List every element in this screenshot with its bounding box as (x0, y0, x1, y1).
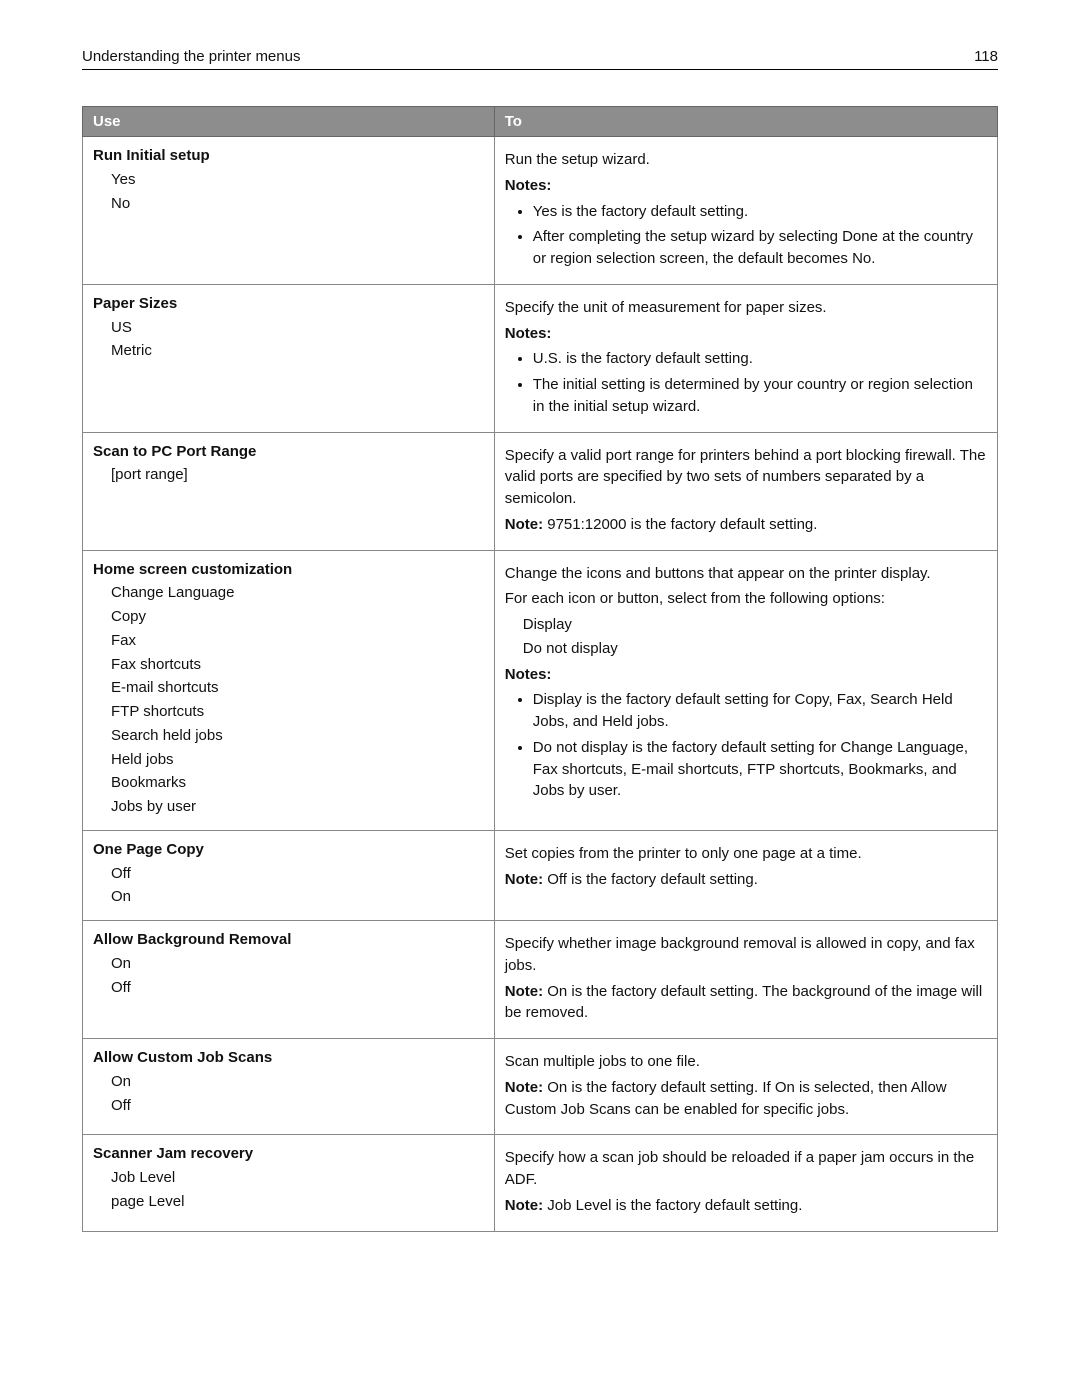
column-use: Use (83, 107, 495, 137)
use-option: Off (111, 863, 484, 885)
notes-label: Notes: (505, 323, 987, 345)
note-text: Job Level is the factory default setting… (543, 1197, 802, 1214)
page-header: Understanding the printer menus 118 (82, 48, 998, 70)
use-option: Fax shortcuts (111, 654, 484, 676)
header-page-number: 118 (974, 48, 998, 65)
use-title: Run Initial setup (93, 145, 484, 167)
to-text: Set copies from the printer to only one … (505, 843, 987, 865)
note-item: The initial setting is determined by you… (533, 374, 987, 418)
use-option: On (111, 1071, 484, 1093)
table-row: Scan to PC Port Range [port range] Speci… (83, 432, 998, 550)
use-title: Allow Background Removal (93, 929, 484, 951)
note-prefix: Note: (505, 983, 543, 1000)
note-text: 9751:12000 is the factory default settin… (543, 516, 817, 533)
use-title: Allow Custom Job Scans (93, 1047, 484, 1069)
to-text: Specify whether image background removal… (505, 933, 987, 977)
note-text: On is the factory default setting. The b… (505, 983, 982, 1022)
note-text: Off is the factory default setting. (543, 871, 758, 888)
note-line: Note: On is the factory default setting.… (505, 1077, 987, 1121)
use-option: Off (111, 1095, 484, 1117)
table-row: Paper Sizes US Metric Specify the unit o… (83, 284, 998, 432)
table-row: Allow Background Removal On Off Specify … (83, 921, 998, 1039)
to-text: Specify how a scan job should be reloade… (505, 1147, 987, 1191)
note-item: Do not display is the factory default se… (533, 737, 987, 802)
to-text: Change the icons and buttons that appear… (505, 563, 987, 585)
note-line: Note: Off is the factory default setting… (505, 869, 987, 891)
note-prefix: Note: (505, 516, 543, 533)
note-line: Note: 9751:12000 is the factory default … (505, 514, 987, 536)
use-option: On (111, 953, 484, 975)
to-suboption: Display (523, 614, 987, 636)
use-title: Scanner Jam recovery (93, 1143, 484, 1165)
use-option: Off (111, 977, 484, 999)
note-text: On is the factory default setting. If On… (505, 1079, 947, 1118)
use-title: Home screen customization (93, 559, 484, 581)
use-option: Held jobs (111, 749, 484, 771)
use-option: Fax (111, 630, 484, 652)
use-option: E-mail shortcuts (111, 677, 484, 699)
note-item: U.S. is the factory default setting. (533, 348, 987, 370)
use-option: FTP shortcuts (111, 701, 484, 723)
use-option: On (111, 886, 484, 908)
use-title: Paper Sizes (93, 293, 484, 315)
to-text: Scan multiple jobs to one file. (505, 1051, 987, 1073)
table-row: One Page Copy Off On Set copies from the… (83, 830, 998, 920)
use-option: Change Language (111, 582, 484, 604)
table-row: Home screen customization Change Languag… (83, 550, 998, 830)
notes-label: Notes: (505, 664, 987, 686)
use-option: Bookmarks (111, 772, 484, 794)
to-text: Specify the unit of measurement for pape… (505, 297, 987, 319)
notes-label: Notes: (505, 175, 987, 197)
use-option: [port range] (111, 464, 484, 486)
header-title: Understanding the printer menus (82, 48, 300, 65)
note-prefix: Note: (505, 1079, 543, 1096)
to-text: Specify a valid port range for printers … (505, 445, 987, 510)
to-suboption: Do not display (523, 638, 987, 660)
use-option: US (111, 317, 484, 339)
use-option: Yes (111, 169, 484, 191)
column-to: To (494, 107, 997, 137)
to-text: For each icon or button, select from the… (505, 588, 987, 610)
use-option: Metric (111, 340, 484, 362)
use-title: One Page Copy (93, 839, 484, 861)
use-option: No (111, 193, 484, 215)
note-line: Note: On is the factory default setting.… (505, 981, 987, 1025)
table-row: Allow Custom Job Scans On Off Scan multi… (83, 1039, 998, 1135)
note-prefix: Note: (505, 871, 543, 888)
use-option: Copy (111, 606, 484, 628)
use-option: Search held jobs (111, 725, 484, 747)
note-prefix: Note: (505, 1197, 543, 1214)
note-item: After completing the setup wizard by sel… (533, 226, 987, 270)
use-option: Job Level (111, 1167, 484, 1189)
use-option: Jobs by user (111, 796, 484, 818)
table-row: Run Initial setup Yes No Run the setup w… (83, 137, 998, 285)
note-item: Yes is the factory default setting. (533, 201, 987, 223)
menu-table: Use To Run Initial setup Yes No Run the … (82, 106, 998, 1232)
table-row: Scanner Jam recovery Job Level page Leve… (83, 1135, 998, 1231)
to-text: Run the setup wizard. (505, 149, 987, 171)
note-line: Note: Job Level is the factory default s… (505, 1195, 987, 1217)
use-option: page Level (111, 1191, 484, 1213)
note-item: Display is the factory default setting f… (533, 689, 987, 733)
use-title: Scan to PC Port Range (93, 441, 484, 463)
